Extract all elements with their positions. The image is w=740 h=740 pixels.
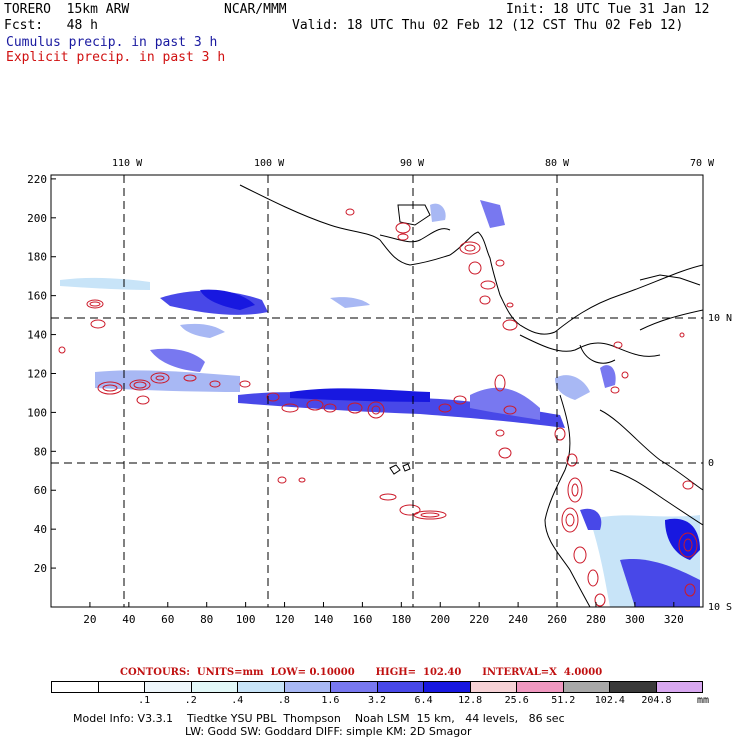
scale-label: 3.2 (367, 695, 387, 706)
y-tick-label: 100 (27, 406, 47, 419)
scale-label: 1.6 (321, 695, 340, 706)
y-tick-label: 60 (34, 484, 47, 497)
scale-cell (238, 682, 285, 692)
y-tick-label: 220 (27, 173, 47, 186)
x-tick-label: 40 (122, 613, 135, 626)
scale-label: 6.4 (414, 695, 433, 706)
x-tick-label: 280 (586, 613, 606, 626)
x-tick-label: 240 (508, 613, 528, 626)
scale-label: .1 (138, 695, 151, 706)
lat-label-10n: 10 N (708, 313, 733, 324)
lon-label-110w: 110 W (112, 158, 143, 169)
scale-label: 51.2 (551, 695, 576, 706)
scale-cell (145, 682, 192, 692)
field2-label: Explicit precip. in past 3 h (6, 50, 226, 65)
scale-cell (98, 682, 145, 692)
y-tick-label: 120 (27, 367, 47, 380)
x-tick-label: 200 (430, 613, 450, 626)
coastlines (239, 184, 703, 607)
y-tick-label: 180 (27, 251, 47, 264)
lon-label-80w: 80 W (545, 158, 570, 169)
scale-label: 12.8 (458, 695, 483, 706)
y-tick-label: 40 (34, 523, 47, 536)
y-tick-label: 140 (27, 329, 47, 342)
color-scale-bar (51, 681, 703, 693)
x-tick-label: 140 (314, 613, 334, 626)
explicit-precip-contours (58, 208, 698, 607)
y-tick-label: 200 (27, 212, 47, 225)
scale-cell (470, 682, 517, 692)
scale-cell (563, 682, 610, 692)
scale-cell (424, 682, 471, 692)
x-tick-label: 160 (352, 613, 372, 626)
scale-label: .4 (231, 695, 244, 706)
contour-info: CONTOURS: UNITS=mm LOW= 0.10000 HIGH= 10… (120, 667, 603, 678)
x-tick-label: 120 (275, 613, 295, 626)
scale-cell (517, 682, 564, 692)
x-tick-label: 260 (547, 613, 567, 626)
valid-time: Valid: 18 UTC Thu 02 Feb 12 (12 CST Thu … (292, 18, 684, 33)
x-tick-label: 220 (469, 613, 489, 626)
x-tick-label: 300 (625, 613, 645, 626)
lon-label-70w: 70 W (690, 158, 715, 169)
scale-cell (191, 682, 238, 692)
lon-label-100w: 100 W (254, 158, 285, 169)
scale-unit: mm (697, 695, 710, 706)
scale-label: 204.8 (641, 695, 672, 706)
scale-label: .8 (277, 695, 290, 706)
scale-cell (331, 682, 378, 692)
x-tick-label: 60 (161, 613, 174, 626)
center-label: NCAR/MMM (224, 2, 287, 17)
lat-label-0: 0 (708, 458, 715, 469)
scale-label: 102.4 (594, 695, 625, 706)
y-tick-label: 160 (27, 290, 47, 303)
scale-cell (656, 682, 702, 692)
scale-cell (377, 682, 424, 692)
y-tick-label: 80 (34, 445, 47, 458)
color-scale-labels: .1 .2 .4 .8 1.6 3.2 6.4 12.8 25.6 51.2 102.4 204.8 (51, 695, 703, 707)
lon-label-90w: 90 W (400, 158, 425, 169)
scale-cell (284, 682, 331, 692)
x-tick-label: 180 (391, 613, 411, 626)
plot-frame (50, 174, 704, 608)
physics-info: LW: Godd SW: Goddard DIFF: simple KM: 2D… (185, 725, 472, 738)
scale-label: .2 (184, 695, 197, 706)
field1-label: Cumulus precip. in past 3 h (6, 35, 218, 50)
scale-cell (52, 682, 99, 692)
x-tick-label: 320 (664, 613, 684, 626)
scale-label: 25.6 (504, 695, 529, 706)
x-tick-label: 20 (83, 613, 96, 626)
forecast-hour: Fcst: 48 h (4, 18, 98, 33)
scale-cell (610, 682, 657, 692)
init-time: Init: 18 UTC Tue 31 Jan 12 (506, 2, 710, 17)
model-title: TORERO 15km ARW (4, 2, 130, 17)
lat-label-10s: 10 S (708, 602, 733, 613)
x-axis: 20 40 60 80 100 120 140 160 180 200 220 240 260 280 30… (83, 602, 684, 626)
model-info: Model Info: V3.3.1 Tiedtke YSU PBL Thomp… (73, 712, 565, 725)
y-tick-label: 20 (34, 562, 47, 575)
x-tick-label: 100 (236, 613, 256, 626)
y-axis: 20 40 60 80 100 120 140 160 180 200 220 (27, 173, 56, 575)
latlon-grid (51, 175, 703, 607)
x-tick-label: 80 (200, 613, 213, 626)
